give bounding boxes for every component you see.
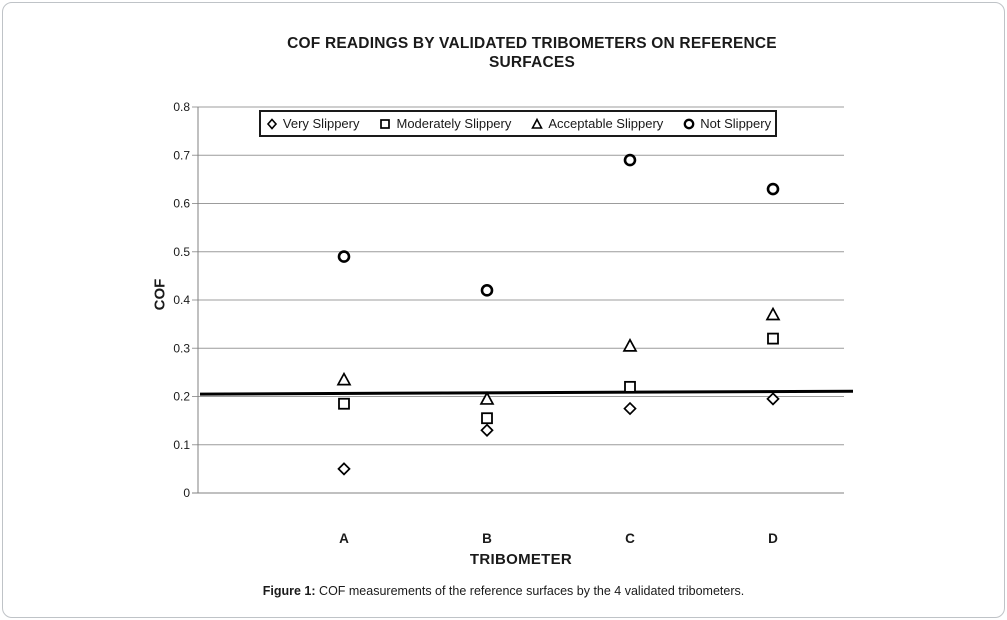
- y-tick-label: 0.1: [173, 438, 190, 452]
- chart-title: COF READINGS BY VALIDATED TRIBOMETERS ON…: [287, 35, 777, 71]
- data-point-diamond: [480, 423, 494, 437]
- trend-line: [199, 389, 854, 396]
- chart-legend: Very Slippery Moderately Slippery Acceptab…: [259, 110, 777, 137]
- data-point-triangle: [336, 371, 352, 386]
- x-category-label: A: [339, 531, 349, 546]
- y-tick-label: 0.4: [173, 293, 190, 307]
- y-tick-label: 0.5: [173, 245, 190, 259]
- legend-item-diamond: Very Slippery: [265, 116, 360, 131]
- y-tick-label: 0: [183, 486, 190, 500]
- legend-label: Very Slippery: [282, 116, 360, 131]
- data-point-diamond: [623, 401, 637, 416]
- data-point-circle: [480, 284, 494, 297]
- data-point-circle: [766, 182, 780, 196]
- x-axis-title: TRIBOMETER: [469, 551, 573, 568]
- figure-caption-label: Figure 1:: [262, 584, 316, 598]
- x-category-label: D: [768, 531, 778, 546]
- legend-item-square: Moderately Slippery: [378, 116, 511, 131]
- data-point-square: [481, 412, 493, 425]
- data-point-square: [767, 332, 779, 345]
- legend-item-circle: Not Slippery: [682, 116, 771, 131]
- square-marker-icon: [378, 117, 392, 131]
- figure-caption: Figure 1: COF measurements of the refere…: [3, 584, 1004, 598]
- data-point-circle: [623, 153, 637, 167]
- diamond-marker-icon: [265, 117, 279, 131]
- data-point-triangle: [622, 338, 638, 352]
- legend-item-triangle: Acceptable Slippery: [530, 116, 663, 131]
- circle-marker-icon: [682, 117, 696, 131]
- data-point-square: [624, 380, 636, 393]
- data-point-square: [338, 397, 350, 410]
- y-tick-label: 0.8: [173, 100, 190, 114]
- x-category-label: C: [625, 531, 635, 546]
- x-category-label: B: [482, 531, 492, 546]
- data-point-circle: [337, 250, 351, 263]
- data-point-triangle: [479, 391, 495, 405]
- data-point-diamond: [337, 462, 351, 476]
- legend-label: Moderately Slippery: [396, 116, 512, 131]
- triangle-marker-icon: [530, 117, 544, 131]
- chart-plot: 0.8 0.7 0.6 0.5 0.4 0.3 0.2 0.1 0 A B C D: [173, 100, 854, 546]
- data-point-triangle: [765, 306, 781, 321]
- y-tick-label: 0.7: [173, 148, 190, 162]
- y-tick-label: 0.2: [173, 390, 190, 404]
- y-tick-label: 0.3: [173, 341, 190, 355]
- figure-caption-text: COF measurements of the reference surfac…: [315, 584, 745, 598]
- legend-label: Not Slippery: [700, 116, 772, 131]
- legend-label: Acceptable Slippery: [548, 116, 664, 131]
- data-point-diamond: [766, 392, 780, 406]
- y-tick-label: 0.6: [173, 197, 190, 211]
